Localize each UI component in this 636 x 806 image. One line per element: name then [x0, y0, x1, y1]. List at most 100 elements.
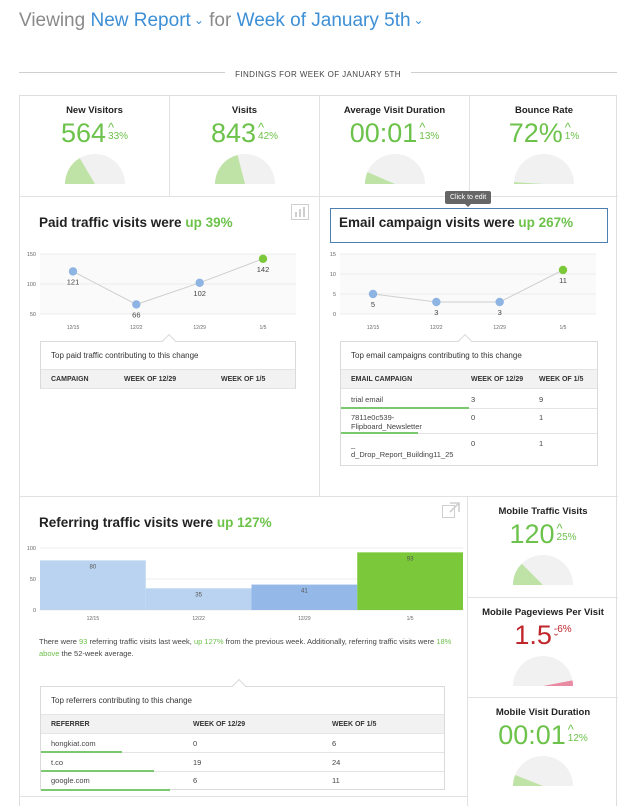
curr-value: 6 [332, 739, 337, 748]
campaign-name: _ d_Drop_Report_Building11_25 [351, 440, 454, 459]
title-change: up 267% [518, 215, 574, 230]
gauge-chart [214, 154, 275, 184]
metric-avg-visit-duration[interactable]: Average Visit Duration 00:01 ^ 13% [320, 96, 469, 196]
report-selector[interactable]: New Report ⌄ [90, 10, 203, 31]
metric-change: ^ 33% [108, 121, 128, 142]
metric-bounce-rate[interactable]: Bounce Rate 72% ^ 1% [470, 96, 618, 196]
data-point [495, 297, 504, 307]
metric-mobile-traffic-visits[interactable]: Mobile Traffic Visits 120 ^ 25% [468, 497, 618, 597]
gauge-fill [214, 154, 245, 184]
metric-number: 72% [508, 118, 563, 148]
table-row[interactable]: 7811e0c539- Flipboard_Newsletter 0 1 [341, 409, 597, 434]
table-row[interactable]: trial email 3 9 [341, 389, 597, 409]
y-tick-label: 150 [27, 252, 36, 258]
report-name[interactable]: New Report [90, 10, 191, 31]
metric-value: 72% ^ 1% [470, 118, 618, 149]
metric-number: 564 [60, 118, 107, 148]
email-campaign-line-chart: 0 5 10 15 5 12/15 3 12/22 3 12/29 11 1/5 [330, 252, 596, 331]
chevron-down-icon[interactable]: ⌄ [193, 13, 204, 27]
column-header[interactable]: WEEK OF 1/5 [332, 721, 377, 728]
gauge-fill [513, 563, 543, 585]
column-header[interactable]: CAMPAIGN [51, 376, 89, 383]
referring-traffic-bar-chart: 0 50 100 80 12/15 35 12/22 41 12/29 93 1/5 [27, 546, 463, 622]
y-tick-label: 10 [330, 272, 336, 278]
y-tick-label: 15 [330, 252, 336, 258]
grid-divider [467, 496, 468, 806]
data-label: 93 [407, 556, 414, 562]
external-link-icon[interactable] [442, 502, 460, 523]
arrow-up-icon: ^ [564, 120, 571, 135]
arrow-down-icon: ˇ [553, 631, 559, 646]
metric-number: 00:01 [498, 720, 566, 750]
metric-label: Bounce Rate [514, 105, 574, 116]
column-header[interactable]: REFERRER [51, 721, 90, 728]
prev-value: 3 [471, 395, 476, 404]
data-point [432, 297, 441, 307]
grid-divider [467, 597, 618, 598]
column-header[interactable]: WEEK OF 12/29 [471, 376, 524, 383]
share-bar [341, 432, 418, 434]
week-selector[interactable]: Week of January 5th ⌄ [237, 10, 424, 31]
metric-change: -6% ˇ [553, 625, 572, 646]
data-point [132, 300, 141, 309]
editable-title-box[interactable] [330, 208, 608, 243]
prev-value: 6 [193, 776, 198, 785]
y-tick-label: 100 [27, 282, 36, 288]
data-point [68, 267, 78, 276]
week-name[interactable]: Week of January 5th [236, 10, 411, 31]
table-header: REFERRER WEEK OF 12/29 WEEK OF 1/5 [41, 714, 444, 734]
table-row[interactable]: hongkiat.com 0 6 [41, 734, 444, 753]
table-row[interactable]: google.com 6 11 [41, 772, 444, 791]
data-label: 3 [434, 308, 438, 317]
prev-value: 0 [471, 413, 476, 422]
column-header[interactable]: EMAIL CAMPAIGN [351, 376, 413, 383]
table-row[interactable]: _ d_Drop_Report_Building11_25 0 1 [341, 434, 597, 460]
panel-notch [161, 333, 177, 349]
y-tick-label: 50 [30, 312, 36, 318]
metric-change: ^ 42% [258, 121, 279, 142]
metric-visits[interactable]: Visits 843 ^ 42% [170, 96, 319, 196]
gauge-chart [364, 154, 425, 184]
metric-change-value: 42% [258, 131, 279, 142]
y-tick-label: 0 [333, 312, 336, 318]
column-header[interactable]: WEEK OF 12/29 [124, 376, 177, 383]
gauge-track [513, 756, 573, 786]
table-row[interactable]: t.co 19 24 [41, 753, 444, 772]
x-tick-label: 12/15 [67, 325, 80, 331]
referring-traffic-title[interactable]: Referring traffic visits were up 127% [39, 515, 272, 530]
x-tick-label: 1/5 [260, 325, 267, 331]
column-header[interactable]: WEEK OF 1/5 [221, 376, 266, 383]
metric-value: 843 ^ 42% [170, 118, 319, 149]
metric-mobile-pageviews[interactable]: Mobile Pageviews Per Visit 1.5 -6% ˇ [468, 598, 618, 697]
campaign-name: 7811e0c539- Flipboard_Newsletter [351, 413, 422, 431]
bar [145, 588, 252, 610]
paid-traffic-line-chart: 50 100 150 121 12/15 66 12/22 102 12/29 142 1/5 [27, 252, 296, 331]
column-header[interactable]: WEEK OF 1/5 [539, 376, 584, 383]
x-tick-label: 1/5 [407, 616, 414, 622]
metric-label: Mobile Traffic Visits [498, 506, 588, 517]
table-title: Top paid traffic contributing to this ch… [51, 351, 199, 360]
metric-change-value: 1% [564, 131, 580, 142]
column-header[interactable]: WEEK OF 12/29 [193, 721, 246, 728]
data-point [558, 265, 568, 275]
paid-traffic-title[interactable]: Paid traffic visits were up 39% [39, 215, 233, 230]
metric-number: 843 [210, 118, 257, 148]
referrer-name: google.com [51, 776, 90, 785]
metric-value: 00:01 ^ 12% [468, 720, 618, 751]
gauge-track [364, 154, 425, 184]
arrow-up-icon: ^ [567, 722, 574, 737]
data-point [195, 278, 204, 287]
x-tick-label: 12/29 [493, 325, 506, 331]
bar-chart-icon[interactable] [291, 204, 309, 225]
email-campaign-title[interactable]: Email campaign visits were up 267% [339, 215, 573, 230]
chevron-down-icon[interactable]: ⌄ [413, 13, 424, 27]
metric-mobile-visit-duration[interactable]: Mobile Visit Duration 00:01 ^ 12% [468, 698, 618, 798]
grid-divider [20, 196, 618, 197]
metric-new-visitors[interactable]: New Visitors 564 ^ 33% [20, 96, 169, 196]
findings-divider: FINDINGS FOR WEEK OF JANUARY 5TH [19, 64, 617, 80]
x-tick-label: 12/22 [130, 325, 143, 331]
share-bar [41, 789, 170, 791]
chart-icon[interactable] [594, 204, 606, 216]
curr-value: 11 [332, 776, 340, 785]
data-label: 66 [132, 310, 140, 319]
